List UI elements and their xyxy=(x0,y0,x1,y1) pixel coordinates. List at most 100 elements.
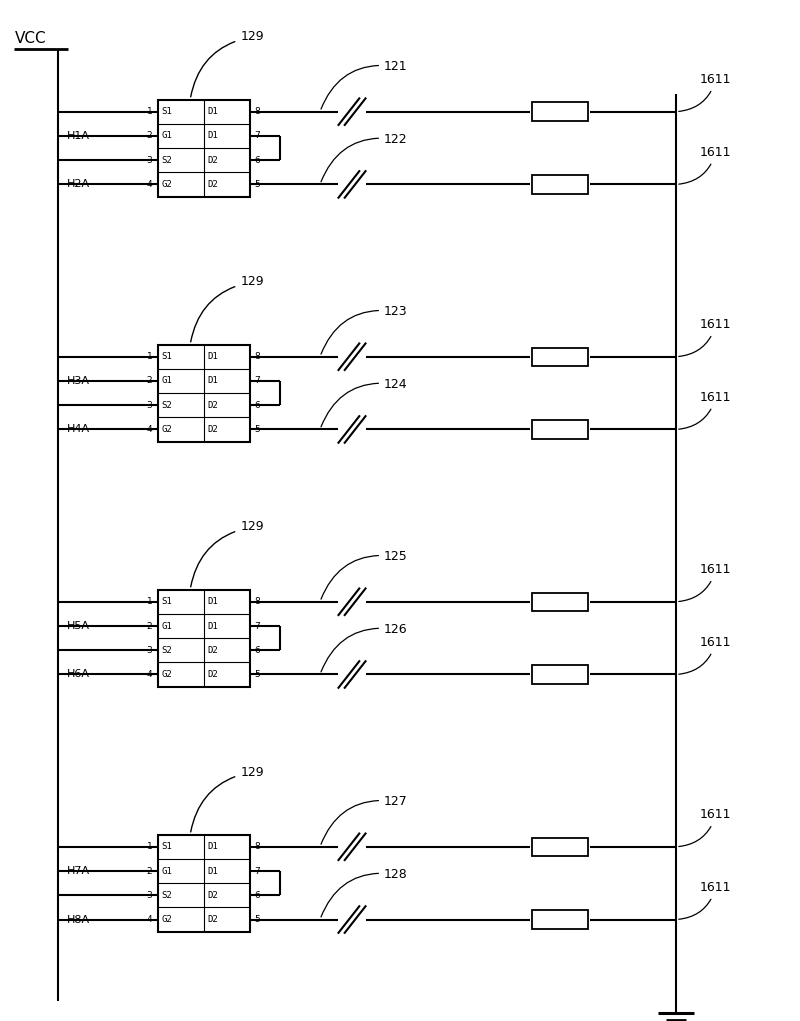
Text: 1: 1 xyxy=(146,352,152,361)
Text: D1: D1 xyxy=(208,622,218,631)
Text: 8: 8 xyxy=(254,597,260,606)
Text: G2: G2 xyxy=(162,425,173,434)
Text: D2: D2 xyxy=(208,400,218,409)
Text: 127: 127 xyxy=(321,795,408,844)
Text: S1: S1 xyxy=(162,107,173,116)
Text: 4: 4 xyxy=(146,425,152,434)
Text: 5: 5 xyxy=(254,670,260,679)
Text: D2: D2 xyxy=(208,155,218,164)
Text: 1611: 1611 xyxy=(678,636,731,674)
Bar xyxy=(158,590,250,686)
Text: H6A: H6A xyxy=(67,670,90,680)
Text: G1: G1 xyxy=(162,132,173,141)
Text: 8: 8 xyxy=(254,107,260,116)
Text: 6: 6 xyxy=(254,155,260,164)
Text: D1: D1 xyxy=(208,107,218,116)
Text: 5: 5 xyxy=(254,180,260,189)
Text: H3A: H3A xyxy=(67,376,90,386)
Text: G2: G2 xyxy=(162,670,173,679)
Bar xyxy=(532,176,588,194)
Text: H1A: H1A xyxy=(67,131,90,141)
Text: 6: 6 xyxy=(254,890,260,900)
Bar xyxy=(532,666,588,684)
Text: S2: S2 xyxy=(162,645,173,654)
Text: 123: 123 xyxy=(321,305,408,354)
Text: 6: 6 xyxy=(254,400,260,409)
Text: 129: 129 xyxy=(190,766,264,832)
Text: 5: 5 xyxy=(254,915,260,924)
Bar xyxy=(532,421,588,439)
Text: S1: S1 xyxy=(162,352,173,361)
Bar xyxy=(532,837,588,856)
Text: 128: 128 xyxy=(321,868,408,917)
Bar xyxy=(158,835,250,931)
Text: D2: D2 xyxy=(208,425,218,434)
Text: G2: G2 xyxy=(162,180,173,189)
Text: 7: 7 xyxy=(254,377,260,386)
Text: 7: 7 xyxy=(254,132,260,141)
Text: S2: S2 xyxy=(162,155,173,164)
Text: D1: D1 xyxy=(208,842,218,852)
Text: H8A: H8A xyxy=(67,915,90,925)
Text: 6: 6 xyxy=(254,645,260,654)
Text: 1: 1 xyxy=(146,107,152,116)
Text: 125: 125 xyxy=(321,550,408,599)
Text: 2: 2 xyxy=(146,867,152,876)
Text: 129: 129 xyxy=(190,521,264,587)
Bar xyxy=(158,100,250,196)
Bar xyxy=(532,911,588,929)
Bar xyxy=(532,592,588,611)
Text: 1611: 1611 xyxy=(678,146,731,184)
Text: 1611: 1611 xyxy=(678,74,731,111)
Text: G1: G1 xyxy=(162,622,173,631)
Text: G2: G2 xyxy=(162,915,173,924)
Text: 126: 126 xyxy=(321,623,408,672)
Text: 8: 8 xyxy=(254,842,260,852)
Text: H7A: H7A xyxy=(67,866,90,876)
Text: G1: G1 xyxy=(162,377,173,386)
Text: 4: 4 xyxy=(146,180,152,189)
Text: 2: 2 xyxy=(146,622,152,631)
Bar xyxy=(532,347,588,366)
Text: VCC: VCC xyxy=(14,31,46,46)
Bar xyxy=(158,345,250,442)
Text: D2: D2 xyxy=(208,670,218,679)
Text: H5A: H5A xyxy=(67,621,90,631)
Text: H4A: H4A xyxy=(67,425,90,435)
Text: D1: D1 xyxy=(208,597,218,606)
Text: 3: 3 xyxy=(146,400,152,409)
Text: S2: S2 xyxy=(162,890,173,900)
Text: D1: D1 xyxy=(208,377,218,386)
Text: 2: 2 xyxy=(146,132,152,141)
Text: D2: D2 xyxy=(208,645,218,654)
Text: 129: 129 xyxy=(190,31,264,97)
Text: 1611: 1611 xyxy=(678,391,731,429)
Text: 1: 1 xyxy=(146,597,152,606)
Text: H2A: H2A xyxy=(67,180,90,190)
Text: 129: 129 xyxy=(190,276,264,342)
Text: 7: 7 xyxy=(254,622,260,631)
Text: 121: 121 xyxy=(321,60,408,109)
Text: D1: D1 xyxy=(208,867,218,876)
Text: 1611: 1611 xyxy=(678,564,731,601)
Text: 124: 124 xyxy=(321,378,408,427)
Text: D1: D1 xyxy=(208,132,218,141)
Text: 1: 1 xyxy=(146,842,152,852)
Text: 3: 3 xyxy=(146,890,152,900)
Text: G1: G1 xyxy=(162,867,173,876)
Text: D2: D2 xyxy=(208,180,218,189)
Text: 122: 122 xyxy=(321,133,408,182)
Text: 4: 4 xyxy=(146,915,152,924)
Text: 1611: 1611 xyxy=(678,809,731,846)
Text: S1: S1 xyxy=(162,597,173,606)
Text: 1611: 1611 xyxy=(678,319,731,356)
Text: 4: 4 xyxy=(146,670,152,679)
Text: D2: D2 xyxy=(208,915,218,924)
Text: 3: 3 xyxy=(146,645,152,654)
Text: 3: 3 xyxy=(146,155,152,164)
Text: D2: D2 xyxy=(208,890,218,900)
Text: 2: 2 xyxy=(146,377,152,386)
Text: 7: 7 xyxy=(254,867,260,876)
Text: S1: S1 xyxy=(162,842,173,852)
Bar xyxy=(532,102,588,120)
